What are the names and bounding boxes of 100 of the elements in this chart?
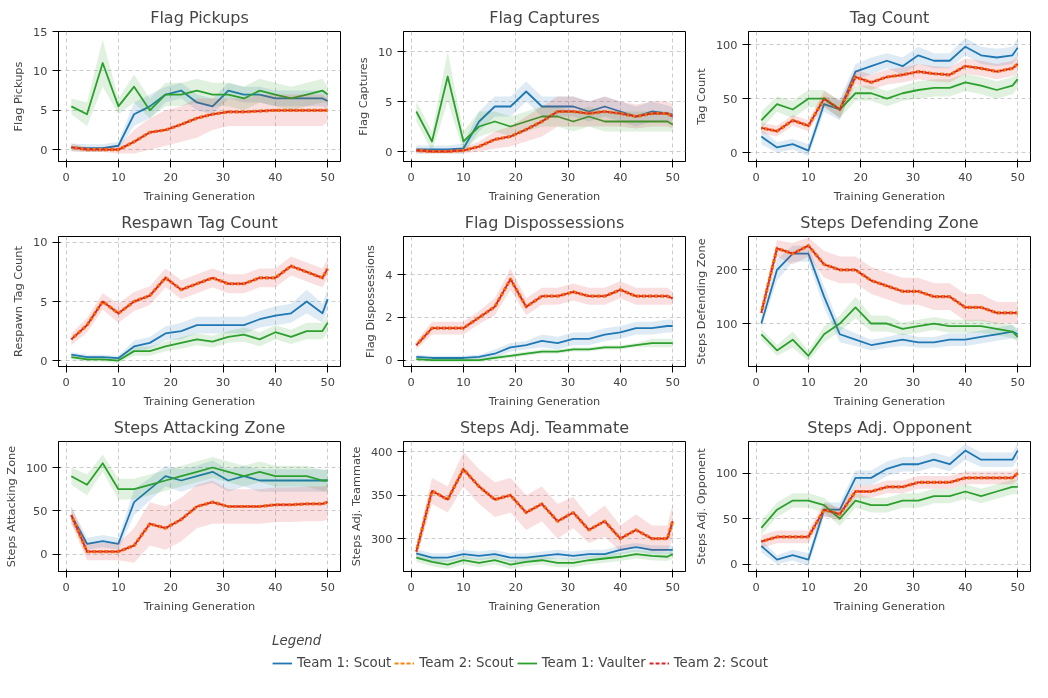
y-tick-label: 100 bbox=[715, 466, 738, 481]
x-tick-label: 20 bbox=[163, 169, 178, 184]
y-tick-label: 4 bbox=[385, 267, 393, 282]
y-axis-title: Flag Captures bbox=[356, 57, 371, 136]
x-tick-label: 40 bbox=[958, 169, 973, 184]
y-tick-label: 15 bbox=[33, 24, 48, 39]
chart-title: Flag Pickups bbox=[150, 7, 249, 27]
x-tick-label: 40 bbox=[958, 579, 973, 594]
chart-title: Steps Adj. Teammate bbox=[459, 417, 630, 437]
x-tick-label: 10 bbox=[111, 169, 126, 184]
x-tick-label: 30 bbox=[905, 579, 921, 594]
y-tick-label: 0 bbox=[730, 557, 738, 572]
x-tick-label: 30 bbox=[905, 374, 921, 389]
y-axis-title: Respawn Tag Count bbox=[11, 245, 26, 357]
x-tick-label: 0 bbox=[407, 374, 415, 389]
legend-label: Team 1: Vaulter bbox=[541, 655, 646, 670]
x-tick-label: 0 bbox=[407, 579, 415, 594]
x-tick-label: 10 bbox=[801, 579, 816, 594]
x-tick-label: 0 bbox=[62, 579, 70, 594]
x-tick-label: 30 bbox=[905, 169, 921, 184]
x-tick-label: 50 bbox=[1010, 374, 1025, 389]
x-tick-label: 40 bbox=[268, 374, 283, 389]
y-tick-label: 5 bbox=[385, 94, 393, 109]
legend-label: Team 2: Scout bbox=[673, 655, 768, 670]
y-tick-label: 10 bbox=[33, 235, 48, 250]
y-tick-label: 400 bbox=[370, 444, 393, 459]
x-tick-label: 10 bbox=[801, 169, 816, 184]
chart-title: Steps Adj. Opponent bbox=[807, 417, 972, 437]
x-tick-label: 30 bbox=[215, 374, 231, 389]
y-tick-label: 50 bbox=[723, 511, 738, 526]
x-tick-label: 20 bbox=[853, 579, 868, 594]
x-tick-label: 20 bbox=[508, 374, 523, 389]
x-tick-label: 30 bbox=[560, 169, 576, 184]
x-tick-label: 50 bbox=[1010, 169, 1025, 184]
x-tick-label: 40 bbox=[613, 374, 628, 389]
x-tick-label: 0 bbox=[752, 169, 760, 184]
x-tick-label: 10 bbox=[456, 374, 471, 389]
y-tick-label: 0 bbox=[385, 144, 393, 159]
y-tick-label: 50 bbox=[723, 91, 738, 106]
x-axis-title: Training Generation bbox=[832, 188, 946, 203]
x-tick-label: 40 bbox=[268, 579, 283, 594]
x-tick-label: 50 bbox=[665, 579, 680, 594]
x-tick-label: 30 bbox=[560, 579, 576, 594]
y-tick-label: 300 bbox=[370, 531, 393, 546]
y-tick-label: 2 bbox=[385, 310, 393, 325]
y-tick-label: 200 bbox=[715, 262, 738, 277]
y-axis-title: Steps Adj. Teammate bbox=[348, 446, 363, 567]
x-tick-label: 0 bbox=[62, 374, 70, 389]
x-tick-label: 40 bbox=[613, 579, 628, 594]
chart-title: Respawn Tag Count bbox=[121, 212, 278, 232]
y-tick-label: 5 bbox=[40, 294, 48, 309]
x-tick-label: 10 bbox=[456, 579, 471, 594]
y-tick-label: 0 bbox=[40, 547, 48, 562]
x-tick-label: 0 bbox=[62, 169, 70, 184]
y-tick-label: 0 bbox=[730, 145, 738, 160]
x-tick-label: 20 bbox=[508, 579, 523, 594]
y-tick-label: 100 bbox=[25, 460, 48, 475]
x-axis-title: Training Generation bbox=[142, 598, 256, 613]
y-axis-title: Steps Defending Zone bbox=[693, 238, 708, 365]
x-tick-label: 40 bbox=[613, 169, 628, 184]
y-tick-label: 350 bbox=[370, 488, 393, 503]
x-tick-label: 0 bbox=[407, 169, 415, 184]
chart-title: Tag Count bbox=[848, 7, 930, 27]
x-tick-label: 50 bbox=[665, 169, 680, 184]
chart-title: Steps Attacking Zone bbox=[113, 417, 286, 437]
x-tick-label: 10 bbox=[456, 169, 471, 184]
x-tick-label: 10 bbox=[111, 579, 126, 594]
y-axis-title: Flag Pickups bbox=[11, 61, 26, 132]
chart-title: Steps Defending Zone bbox=[800, 212, 979, 232]
x-tick-label: 20 bbox=[853, 169, 868, 184]
x-axis-title: Training Generation bbox=[832, 598, 946, 613]
legend-label: Team 1: Scout bbox=[297, 655, 392, 670]
x-axis-title: Training Generation bbox=[487, 393, 601, 408]
x-tick-label: 40 bbox=[958, 374, 973, 389]
x-tick-label: 30 bbox=[215, 579, 231, 594]
x-axis-title: Training Generation bbox=[487, 598, 601, 613]
x-tick-label: 10 bbox=[111, 374, 126, 389]
y-axis-title: Tag Count bbox=[693, 67, 708, 126]
x-tick-label: 30 bbox=[560, 374, 576, 389]
y-tick-label: 5 bbox=[40, 103, 48, 118]
x-tick-label: 20 bbox=[853, 374, 868, 389]
legend-title: Legend bbox=[272, 632, 323, 648]
chart-title: Flag Captures bbox=[489, 7, 600, 27]
y-tick-label: 0 bbox=[40, 353, 48, 368]
y-axis-title: Steps Attacking Zone bbox=[3, 445, 18, 568]
x-axis-title: Training Generation bbox=[142, 188, 256, 203]
y-axis-title: Flag Dispossessions bbox=[363, 244, 378, 359]
x-tick-label: 40 bbox=[268, 169, 283, 184]
x-tick-label: 0 bbox=[752, 374, 760, 389]
y-tick-label: 10 bbox=[33, 63, 48, 78]
y-tick-label: 100 bbox=[715, 316, 738, 331]
y-tick-label: 100 bbox=[715, 37, 738, 52]
x-axis-title: Training Generation bbox=[832, 393, 946, 408]
x-tick-label: 50 bbox=[665, 374, 680, 389]
x-tick-label: 30 bbox=[215, 169, 231, 184]
x-tick-label: 20 bbox=[163, 374, 178, 389]
x-axis-title: Training Generation bbox=[142, 393, 256, 408]
y-tick-label: 50 bbox=[33, 503, 48, 518]
y-tick-label: 0 bbox=[385, 353, 393, 368]
x-tick-label: 20 bbox=[163, 579, 178, 594]
